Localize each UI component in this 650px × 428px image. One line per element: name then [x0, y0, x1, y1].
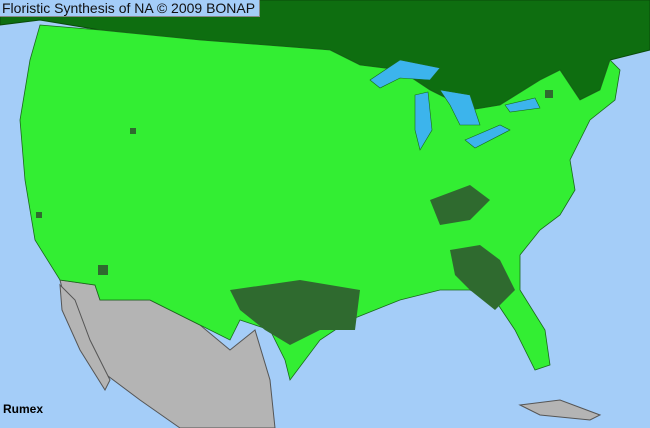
taxon-label: Rumex [3, 402, 44, 416]
county-patch [36, 212, 42, 218]
lake-huron [439, 89, 481, 126]
map-title: Floristic Synthesis of NA © 2009 BONAP [0, 0, 261, 17]
lake-ontario [504, 97, 541, 113]
cuba-island [518, 399, 602, 421]
baja-peninsula [59, 283, 111, 392]
kentucky-cluster [430, 185, 490, 225]
dark-county-clusters [36, 90, 553, 345]
texas-cluster [230, 280, 360, 345]
county-patch [98, 265, 108, 275]
lake-erie [464, 124, 511, 149]
county-patch [130, 128, 136, 134]
great-lakes [369, 59, 541, 151]
southeast-cluster [450, 245, 515, 310]
lake-michigan [414, 91, 433, 151]
lake-superior [369, 59, 441, 89]
county-patch [545, 90, 553, 98]
